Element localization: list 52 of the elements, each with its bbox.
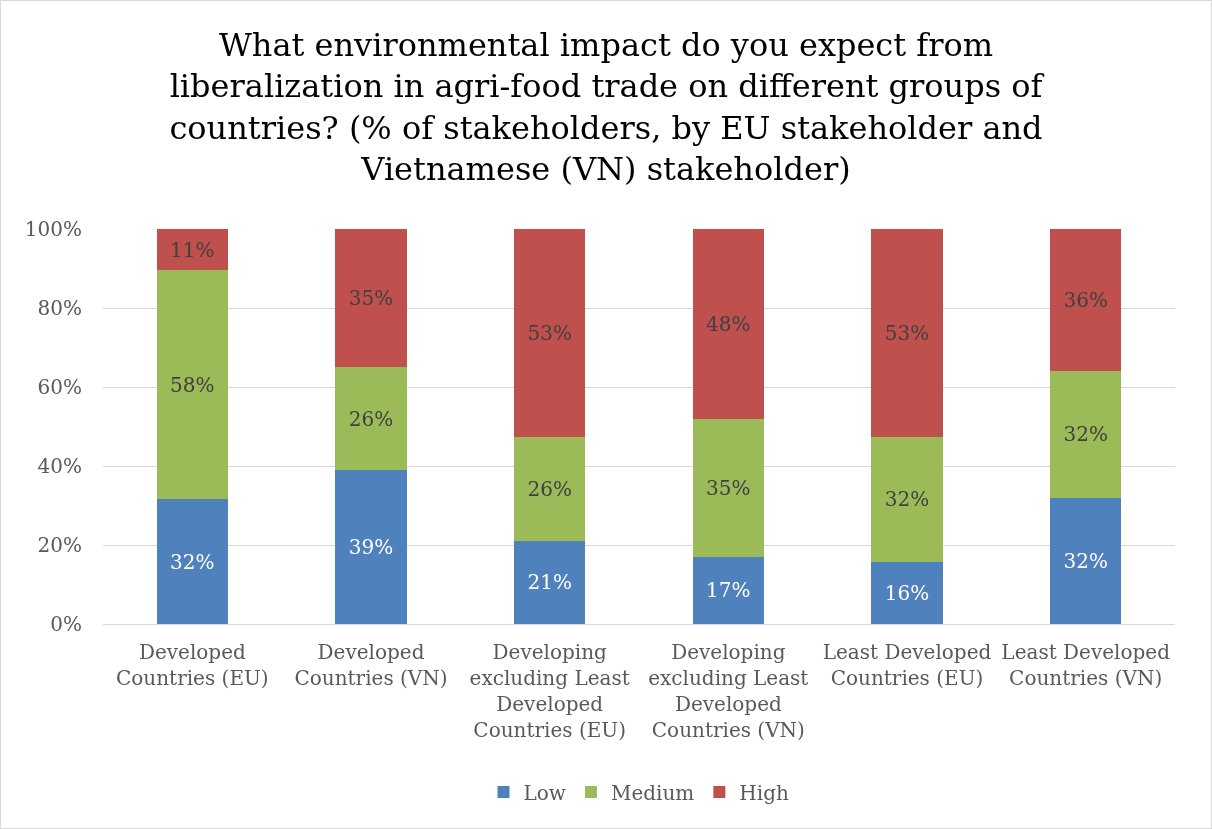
data-label: 21%	[527, 570, 572, 595]
data-label: 35%	[348, 286, 394, 311]
legend-label: High	[739, 780, 789, 805]
y-tick-label: 60%	[37, 375, 82, 399]
bar	[692, 418, 765, 557]
bar	[871, 436, 943, 562]
data-label: 32%	[170, 549, 215, 574]
legend-label: Medium	[610, 780, 695, 805]
bar	[692, 229, 765, 419]
bar	[513, 229, 586, 437]
y-tick-label: 20%	[37, 533, 82, 557]
x-tick-label: Developed Countries (EU)	[116, 640, 269, 691]
data-label: 17%	[706, 578, 751, 603]
bar	[692, 556, 765, 624]
data-label: 39%	[348, 534, 394, 559]
data-label: 32%	[1063, 548, 1108, 573]
bar	[1049, 229, 1122, 372]
y-tick-label: 40%	[37, 454, 82, 478]
data-label: 16%	[884, 580, 930, 605]
data-label: 11%	[170, 237, 215, 262]
x-tick-label: Developing excluding Least Developed Countries (EU)	[469, 640, 630, 743]
bar	[335, 229, 407, 368]
data-label: 48%	[706, 311, 751, 336]
bar	[335, 367, 407, 470]
bar	[513, 436, 586, 541]
data-label: 58%	[170, 372, 215, 397]
data-label: 32%	[884, 487, 930, 512]
data-label: 53%	[884, 320, 930, 345]
bar	[1049, 371, 1122, 498]
chart-title: What environmental impact do you expect from liberalization in agri-food trade on different groups of countries? (% of stakeholders, by EU stakeholder and Vietnamese (VN) stakeholder)	[169, 25, 1045, 189]
bar	[156, 229, 229, 271]
bar	[156, 499, 229, 624]
data-label: 35%	[706, 475, 751, 500]
y-tick-label: 80%	[37, 296, 82, 320]
data-label: 26%	[527, 476, 572, 501]
data-label: 26%	[348, 406, 394, 431]
x-tick-label: Developed Countries (VN)	[294, 640, 448, 691]
bar	[1049, 497, 1122, 624]
bar	[156, 270, 229, 500]
data-label: 32%	[1063, 422, 1108, 447]
data-label: 36%	[1063, 288, 1108, 313]
bar	[871, 561, 943, 624]
data-label: 53%	[527, 320, 572, 345]
bar	[513, 540, 586, 624]
y-tick-label: 0%	[50, 612, 82, 636]
legend-label: Low	[523, 780, 566, 805]
x-tick-label: Least Developed Countries (EU)	[822, 640, 992, 691]
x-tick-label: Developing excluding Least Developed Countries (VN)	[648, 640, 809, 743]
bar	[335, 469, 407, 624]
bar	[871, 229, 943, 437]
x-tick-label: Least Developed Countries (VN)	[1001, 640, 1171, 691]
y-tick-label: 100%	[24, 217, 82, 241]
